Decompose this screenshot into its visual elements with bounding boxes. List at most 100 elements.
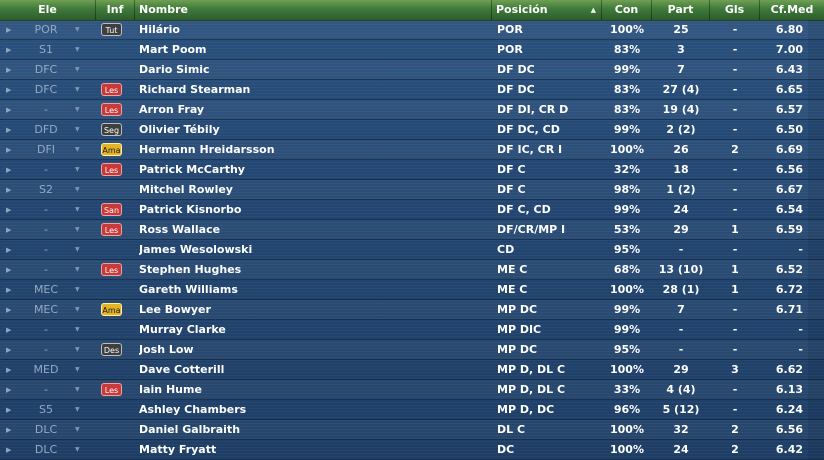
play-triangle-icon[interactable]: ▶ <box>6 146 12 154</box>
table-row[interactable]: ▶ - ▼ Les Ross Wallace DF/CR/MP I 53% 29… <box>0 220 824 240</box>
selection-cell[interactable]: - <box>44 383 48 396</box>
column-header-part[interactable]: Part <box>652 0 710 20</box>
table-row[interactable]: ▶ S1 ▼ Mart Poom POR 83% 3 - 7.00 <box>0 40 824 60</box>
player-name[interactable]: Patrick Kisnorbo <box>139 203 242 216</box>
dropdown-triangle-icon[interactable]: ▼ <box>75 66 80 73</box>
player-name[interactable]: Gareth Williams <box>139 283 238 296</box>
player-name[interactable]: Ashley Chambers <box>139 403 247 416</box>
table-row[interactable]: ▶ - ▼ Les Stephen Hughes ME C 68% 13 (10… <box>0 260 824 280</box>
selection-cell[interactable]: S5 <box>39 403 53 416</box>
table-row[interactable]: ▶ POR ▼ Tut Hilário POR 100% 25 - 6.80 <box>0 20 824 40</box>
player-name[interactable]: Hilário <box>139 23 180 36</box>
dropdown-triangle-icon[interactable]: ▼ <box>75 266 80 273</box>
status-badge[interactable]: San <box>101 203 122 216</box>
table-row[interactable]: ▶ DLC ▼ Matty Fryatt DC 100% 24 2 6.42 <box>0 440 824 460</box>
play-triangle-icon[interactable]: ▶ <box>6 106 12 114</box>
player-name[interactable]: Murray Clarke <box>139 323 226 336</box>
play-triangle-icon[interactable]: ▶ <box>6 246 12 254</box>
play-triangle-icon[interactable]: ▶ <box>6 126 12 134</box>
selection-cell[interactable]: DLC <box>34 423 58 436</box>
selection-cell[interactable]: DFD <box>34 123 58 136</box>
selection-cell[interactable]: DLC <box>34 443 58 456</box>
dropdown-triangle-icon[interactable]: ▼ <box>75 206 80 213</box>
player-name[interactable]: Hermann Hreidarsson <box>139 143 275 156</box>
selection-cell[interactable]: - <box>44 323 48 336</box>
column-header-nombre[interactable]: Nombre <box>135 0 492 20</box>
play-triangle-icon[interactable]: ▶ <box>6 26 12 34</box>
table-row[interactable]: ▶ - ▼ James Wesolowski CD 95% - - - <box>0 240 824 260</box>
dropdown-triangle-icon[interactable]: ▼ <box>75 46 80 53</box>
selection-cell[interactable]: - <box>44 223 48 236</box>
column-header-inf[interactable]: Inf <box>96 0 135 20</box>
player-name[interactable]: Josh Low <box>139 343 194 356</box>
dropdown-triangle-icon[interactable]: ▼ <box>75 126 80 133</box>
player-name[interactable]: Arron Fray <box>139 103 205 116</box>
selection-cell[interactable]: MEC <box>33 283 59 296</box>
selection-cell[interactable]: MEC <box>33 303 59 316</box>
table-row[interactable]: ▶ MEC ▼ Ama Lee Bowyer MP DC 99% 7 - 6.7… <box>0 300 824 320</box>
dropdown-triangle-icon[interactable]: ▼ <box>75 166 80 173</box>
play-triangle-icon[interactable]: ▶ <box>6 166 12 174</box>
player-name[interactable]: Dario Simic <box>139 63 210 76</box>
play-triangle-icon[interactable]: ▶ <box>6 386 12 394</box>
dropdown-triangle-icon[interactable]: ▼ <box>75 246 80 253</box>
column-header-ele[interactable]: Ele <box>0 0 96 20</box>
dropdown-triangle-icon[interactable]: ▼ <box>75 366 80 373</box>
dropdown-triangle-icon[interactable]: ▼ <box>75 426 80 433</box>
selection-cell[interactable]: - <box>44 163 48 176</box>
column-header-cfmed[interactable]: Cf.Med <box>770 3 814 16</box>
selection-cell[interactable]: S2 <box>39 183 53 196</box>
selection-cell[interactable]: - <box>44 103 48 116</box>
table-row[interactable]: ▶ MED ▼ Dave Cotterill MP D, DL C 100% 2… <box>0 360 824 380</box>
dropdown-triangle-icon[interactable]: ▼ <box>75 406 80 413</box>
player-name[interactable]: Daniel Galbraith <box>139 423 241 436</box>
dropdown-triangle-icon[interactable]: ▼ <box>75 86 80 93</box>
status-badge[interactable]: Les <box>101 103 122 116</box>
play-triangle-icon[interactable]: ▶ <box>6 86 12 94</box>
play-triangle-icon[interactable]: ▶ <box>6 346 12 354</box>
play-triangle-icon[interactable]: ▶ <box>6 426 12 434</box>
column-header-con[interactable]: Con <box>602 0 652 20</box>
selection-cell[interactable]: - <box>44 203 48 216</box>
play-triangle-icon[interactable]: ▶ <box>6 446 12 454</box>
table-row[interactable]: ▶ S2 ▼ Mitchel Rowley DF C 98% 1 (2) - 6… <box>0 180 824 200</box>
table-row[interactable]: ▶ DLC ▼ Daniel Galbraith DL C 100% 32 2 … <box>0 420 824 440</box>
play-triangle-icon[interactable]: ▶ <box>6 366 12 374</box>
table-row[interactable]: ▶ - ▼ Les Patrick McCarthy DF C 32% 18 -… <box>0 160 824 180</box>
player-name[interactable]: Mart Poom <box>139 43 207 56</box>
play-triangle-icon[interactable]: ▶ <box>6 226 12 234</box>
player-name[interactable]: Olivier Tébily <box>139 123 220 136</box>
status-badge[interactable]: Ama <box>101 303 122 316</box>
player-name[interactable]: Dave Cotterill <box>139 363 225 376</box>
table-row[interactable]: ▶ S5 ▼ Ashley Chambers MP D, DC 96% 5 (1… <box>0 400 824 420</box>
table-row[interactable]: ▶ DFC ▼ Dario Simic DF DC 99% 7 - 6.43 <box>0 60 824 80</box>
table-row[interactable]: ▶ - ▼ Les Iain Hume MP D, DL C 33% 4 (4)… <box>0 380 824 400</box>
dropdown-triangle-icon[interactable]: ▼ <box>75 186 80 193</box>
dropdown-triangle-icon[interactable]: ▼ <box>75 306 80 313</box>
player-name[interactable]: Stephen Hughes <box>139 263 242 276</box>
player-name[interactable]: Lee Bowyer <box>139 303 211 316</box>
play-triangle-icon[interactable]: ▶ <box>6 406 12 414</box>
status-badge[interactable]: Des <box>101 343 122 356</box>
dropdown-triangle-icon[interactable]: ▼ <box>75 286 80 293</box>
table-row[interactable]: ▶ DFC ▼ Les Richard Stearman DF DC 83% 2… <box>0 80 824 100</box>
play-triangle-icon[interactable]: ▶ <box>6 326 12 334</box>
play-triangle-icon[interactable]: ▶ <box>6 206 12 214</box>
player-name[interactable]: Iain Hume <box>139 383 202 396</box>
play-triangle-icon[interactable]: ▶ <box>6 306 12 314</box>
column-header-gls[interactable]: Gls <box>710 0 760 20</box>
selection-cell[interactable]: DFI <box>36 143 56 156</box>
play-triangle-icon[interactable]: ▶ <box>6 286 12 294</box>
table-row[interactable]: ▶ - ▼ San Patrick Kisnorbo DF C, CD 99% … <box>0 200 824 220</box>
dropdown-triangle-icon[interactable]: ▼ <box>75 386 80 393</box>
status-badge[interactable]: Les <box>101 223 122 236</box>
column-header-posicion[interactable]: Posición ▲ <box>492 0 602 20</box>
selection-cell[interactable]: MED <box>33 363 59 376</box>
selection-cell[interactable]: DFC <box>34 63 58 76</box>
dropdown-triangle-icon[interactable]: ▼ <box>75 146 80 153</box>
selection-cell[interactable]: - <box>44 243 48 256</box>
selection-cell[interactable]: - <box>44 343 48 356</box>
status-badge[interactable]: Les <box>101 383 122 396</box>
table-row[interactable]: ▶ - ▼ Murray Clarke MP DIC 99% - - - <box>0 320 824 340</box>
play-triangle-icon[interactable]: ▶ <box>6 186 12 194</box>
